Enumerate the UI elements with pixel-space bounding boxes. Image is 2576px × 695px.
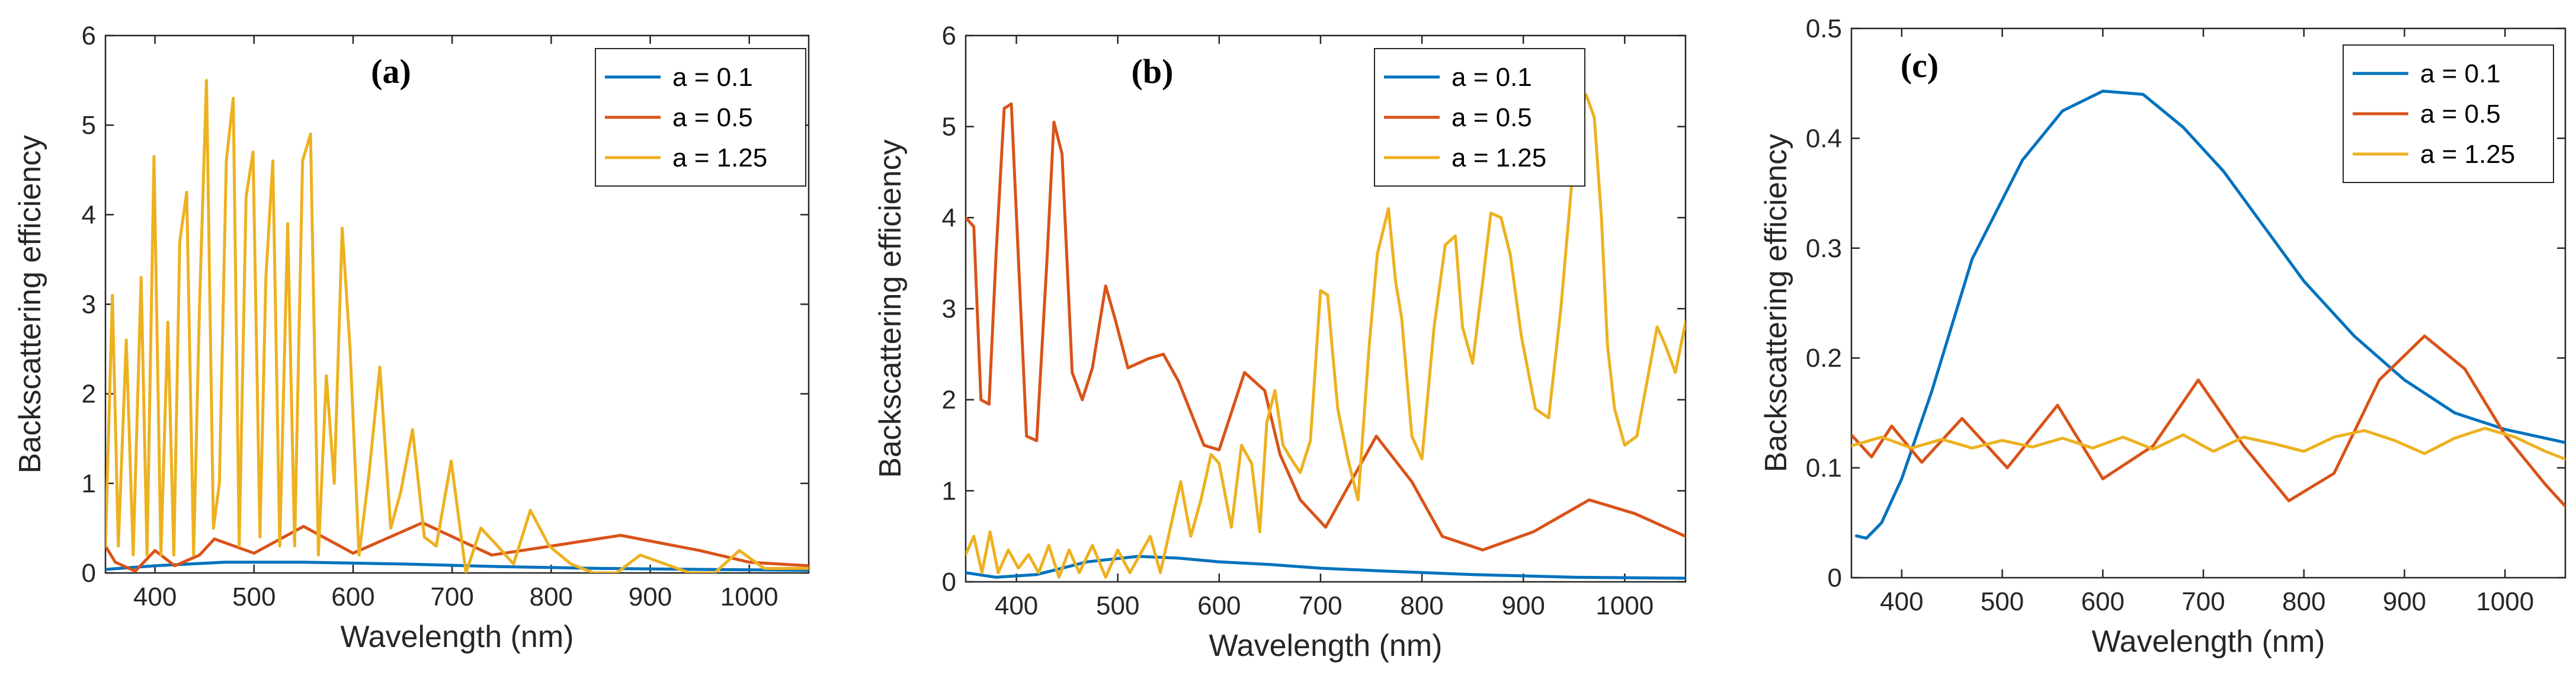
x-tick-label: 900 [629, 582, 672, 611]
x-tick-label: 500 [1096, 591, 1139, 620]
x-tick-label: 900 [2383, 587, 2426, 616]
y-tick-label: 0.3 [1806, 234, 1842, 263]
series-line-0.1 [1855, 89, 2565, 540]
plot-area-frame [1850, 27, 2567, 579]
x-tick-label: 700 [2181, 587, 2225, 616]
series-line-0.1 [105, 561, 809, 572]
x-tick-label: 400 [133, 582, 177, 611]
x-tick-label: 700 [1299, 591, 1342, 620]
x-tick-label: 700 [430, 582, 473, 611]
legend: a = 0.1 a = 0.5 a = 1.25 [2343, 44, 2554, 183]
x-tick-label: 800 [530, 582, 573, 611]
x-tick-label: 500 [1981, 587, 2024, 616]
x-tick-label: 600 [2081, 587, 2125, 616]
y-tick-label: 1 [82, 469, 96, 498]
y-tick-label: 0.5 [1806, 14, 1842, 43]
y-tick-label: 0.4 [1806, 124, 1842, 153]
panel-tag: (b) [1132, 52, 1174, 91]
chart-panel-3: 400 500 600 700 800 900 1000 0 0.1 0.2 0.3 0.4 0.5 Wa… [1759, 14, 2567, 659]
y-axis-label: Backscattering efficiency [13, 135, 47, 473]
x-tick-label: 600 [1197, 591, 1241, 620]
series-line-0.5 [105, 521, 809, 573]
panel-tag: (a) [371, 52, 411, 91]
y-tick-label: 0 [1828, 563, 1842, 592]
panel-tag: (c) [1901, 46, 1939, 85]
x-axis-label: Wavelength (nm) [1209, 629, 1443, 663]
legend-label: a = 0.5 [672, 103, 753, 132]
legend-label: a = 0.5 [1452, 103, 1532, 132]
legend-label: a = 0.1 [672, 63, 753, 92]
series-line-1.25 [105, 79, 809, 573]
x-tick-label: 600 [331, 582, 374, 611]
series-group [1851, 89, 2565, 540]
legend-label: a = 1.25 [1452, 143, 1546, 172]
x-tick-label: 1000 [720, 582, 778, 611]
x-tick-label: 400 [1880, 587, 1923, 616]
y-tick-label: 6 [942, 21, 956, 50]
x-axis-label: Wavelength (nm) [2092, 624, 2325, 659]
x-tick-label: 1000 [2476, 587, 2534, 616]
chart-panel-1: 400 500 600 700 800 900 1000 0 1 2 3 4 5 6 Wavelength … [13, 21, 810, 654]
y-tick-label: 5 [942, 113, 956, 142]
x-tick-label: 800 [2282, 587, 2325, 616]
y-tick-label: 0 [82, 559, 96, 588]
y-axis-label: Backscattering efficiency [873, 139, 908, 478]
chart-panel-2: 400 500 600 700 800 900 1000 0 1 2 3 4 5 6 Wavelength … [873, 21, 1687, 663]
y-axis-label: Backscattering efficiency [1759, 134, 1793, 472]
y-tick-label: 0.2 [1806, 344, 1842, 373]
y-tick-label: 6 [82, 21, 96, 50]
x-tick-label: 400 [995, 591, 1038, 620]
y-tick-label: 0.1 [1806, 454, 1842, 483]
legend-label: a = 1.25 [672, 143, 767, 172]
y-tick-label: 3 [82, 290, 96, 319]
series-line-0.1 [966, 555, 1686, 580]
y-tick-label: 2 [82, 380, 96, 409]
x-tick-label: 800 [1400, 591, 1443, 620]
y-tick-label: 5 [82, 111, 96, 140]
legend-label: a = 0.1 [2420, 59, 2501, 88]
y-tick-label: 2 [942, 386, 956, 415]
series-line-0.5 [1851, 334, 2565, 508]
y-tick-label: 3 [942, 294, 956, 324]
series-line-0.5 [966, 102, 1686, 552]
legend: a = 0.1 a = 0.5 a = 1.25 [1374, 48, 1585, 187]
x-tick-label: 1000 [1595, 591, 1654, 620]
series-line-1.25 [1851, 427, 2565, 461]
x-axis-label: Wavelength (nm) [341, 620, 574, 654]
legend-label: a = 0.1 [1452, 63, 1532, 92]
legend-label: a = 0.5 [2420, 100, 2501, 129]
y-tick-label: 4 [942, 203, 956, 232]
series-group [105, 79, 809, 573]
x-tick-label: 500 [232, 582, 275, 611]
y-tick-label: 4 [82, 200, 96, 229]
y-tick-label: 0 [942, 568, 956, 597]
x-tick-label: 900 [1501, 591, 1545, 620]
legend: a = 0.1 a = 0.5 a = 1.25 [595, 48, 806, 187]
y-tick-label: 1 [942, 476, 956, 505]
legend-label: a = 1.25 [2420, 140, 2515, 169]
